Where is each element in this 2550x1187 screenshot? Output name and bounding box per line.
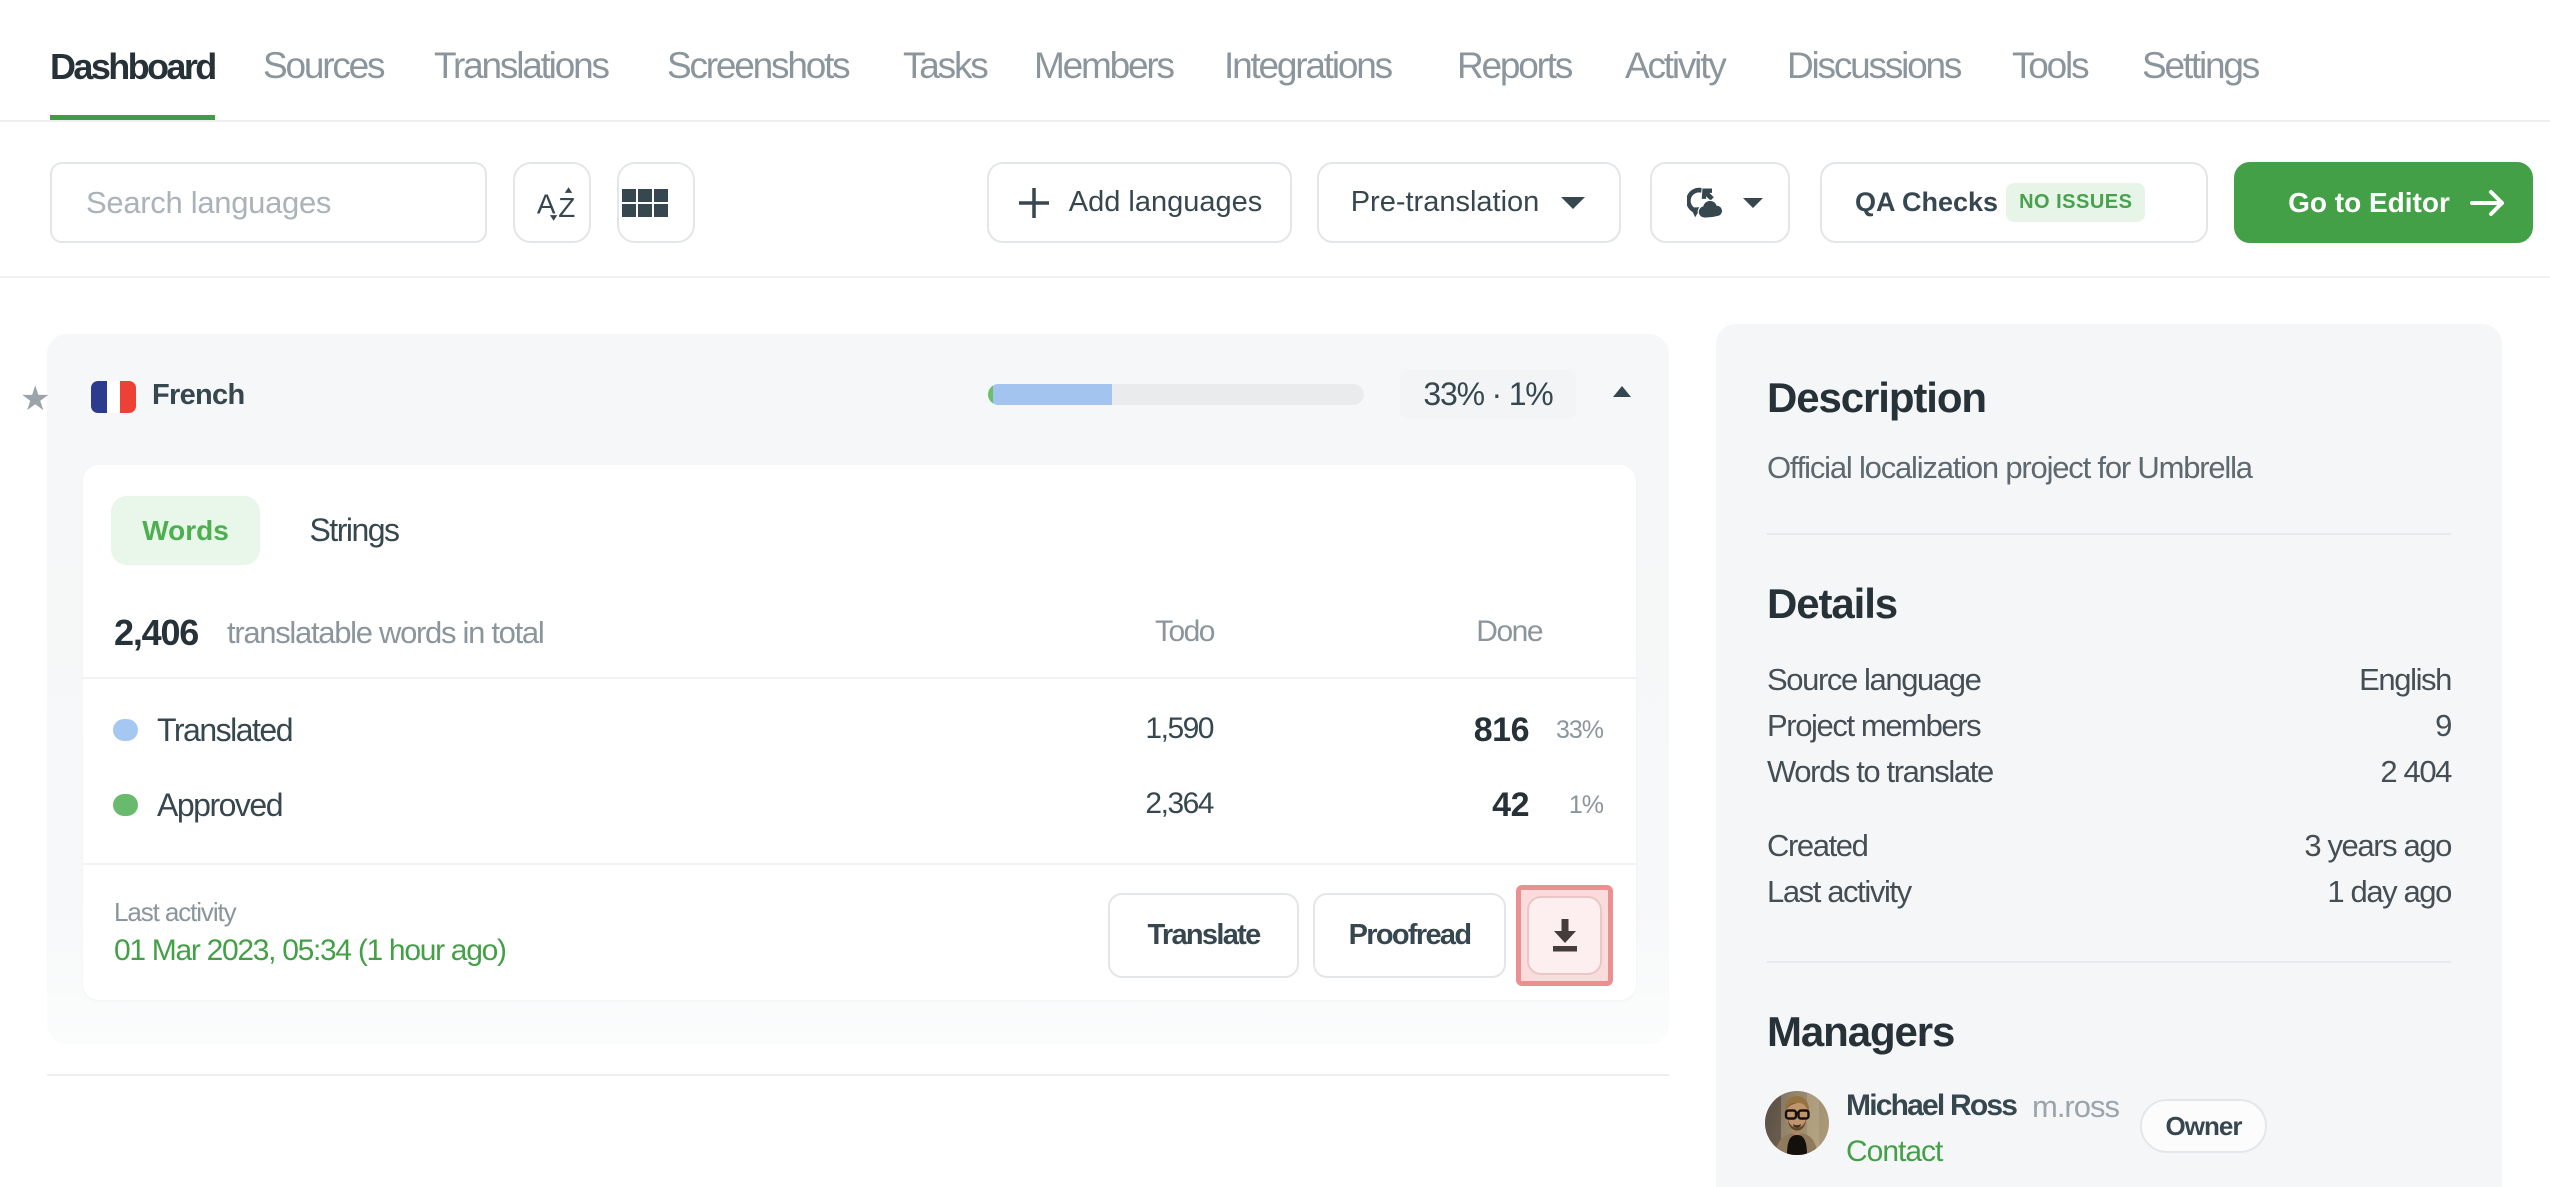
svg-text:A: A bbox=[537, 188, 556, 219]
svg-text:Z: Z bbox=[558, 192, 575, 222]
